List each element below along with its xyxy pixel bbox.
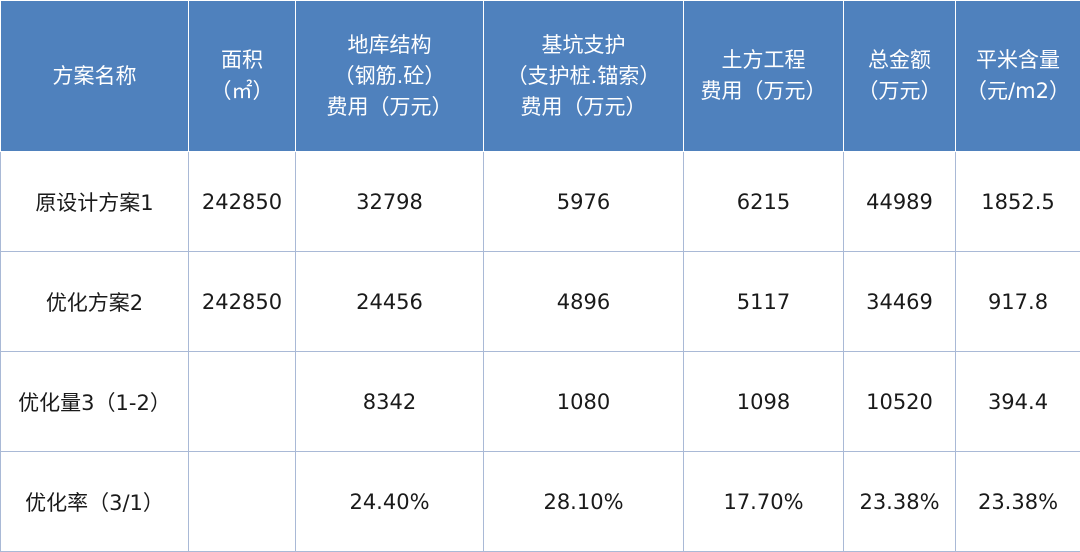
header-line: 费用（万元）: [296, 92, 483, 123]
header-line: （元/m2）: [956, 76, 1080, 107]
cell-basement-structure: 32798: [296, 152, 484, 252]
cell-area: 242850: [189, 152, 296, 252]
header-line: 基坑支护: [484, 30, 683, 61]
header-line: 平米含量: [956, 45, 1080, 76]
cell-area: [189, 352, 296, 452]
cell-earthwork: 1098: [684, 352, 844, 452]
cell-total-amount: 34469: [844, 252, 956, 352]
cell-earthwork: 6215: [684, 152, 844, 252]
header-line: （万元）: [844, 76, 955, 107]
header-line: 地库结构: [296, 30, 483, 61]
cell-earthwork: 17.70%: [684, 452, 844, 552]
cell-pit-support: 28.10%: [484, 452, 684, 552]
cell-earthwork: 5117: [684, 252, 844, 352]
cell-total-amount: 10520: [844, 352, 956, 452]
cell-area: 242850: [189, 252, 296, 352]
cell-basement-structure: 24.40%: [296, 452, 484, 552]
cell-unit-cost: 23.38%: [956, 452, 1080, 552]
header-line: 土方工程: [684, 45, 843, 76]
table-row: 优化方案2 242850 24456 4896 5117 34469 917.8: [1, 252, 1080, 352]
cell-scheme-name: 原设计方案1: [1, 152, 189, 252]
table-header-row: 方案名称 面积 （㎡） 地库结构 （钢筋.砼） 费用（万元） 基坑支护 （支护桩…: [1, 1, 1080, 152]
header-scheme-name: 方案名称: [1, 1, 189, 152]
cell-unit-cost: 917.8: [956, 252, 1080, 352]
cell-basement-structure: 8342: [296, 352, 484, 452]
cell-pit-support: 1080: [484, 352, 684, 452]
header-line: 面积: [189, 45, 295, 76]
header-line: 费用（万元）: [684, 76, 843, 107]
cell-scheme-name: 优化率（3/1）: [1, 452, 189, 552]
cell-pit-support: 5976: [484, 152, 684, 252]
table-row: 优化量3（1-2） 8342 1080 1098 10520 394.4: [1, 352, 1080, 452]
header-line: 费用（万元）: [484, 92, 683, 123]
cell-basement-structure: 24456: [296, 252, 484, 352]
cell-total-amount: 23.38%: [844, 452, 956, 552]
header-area: 面积 （㎡）: [189, 1, 296, 152]
header-line: （㎡）: [189, 76, 295, 107]
table-row: 优化率（3/1） 24.40% 28.10% 17.70% 23.38% 23.…: [1, 452, 1080, 552]
header-line: （支护桩.锚索）: [484, 61, 683, 92]
header-line: 方案名称: [1, 61, 188, 92]
header-basement-structure: 地库结构 （钢筋.砼） 费用（万元）: [296, 1, 484, 152]
cell-unit-cost: 394.4: [956, 352, 1080, 452]
header-earthwork: 土方工程 费用（万元）: [684, 1, 844, 152]
header-line: 总金额: [844, 45, 955, 76]
header-line: （钢筋.砼）: [296, 61, 483, 92]
cell-scheme-name: 优化量3（1-2）: [1, 352, 189, 452]
header-unit-cost: 平米含量 （元/m2）: [956, 1, 1080, 152]
table-row: 原设计方案1 242850 32798 5976 6215 44989 1852…: [1, 152, 1080, 252]
header-total-amount: 总金额 （万元）: [844, 1, 956, 152]
cell-area: [189, 452, 296, 552]
cell-pit-support: 4896: [484, 252, 684, 352]
cell-unit-cost: 1852.5: [956, 152, 1080, 252]
cell-total-amount: 44989: [844, 152, 956, 252]
cell-scheme-name: 优化方案2: [1, 252, 189, 352]
header-pit-support: 基坑支护 （支护桩.锚索） 费用（万元）: [484, 1, 684, 152]
